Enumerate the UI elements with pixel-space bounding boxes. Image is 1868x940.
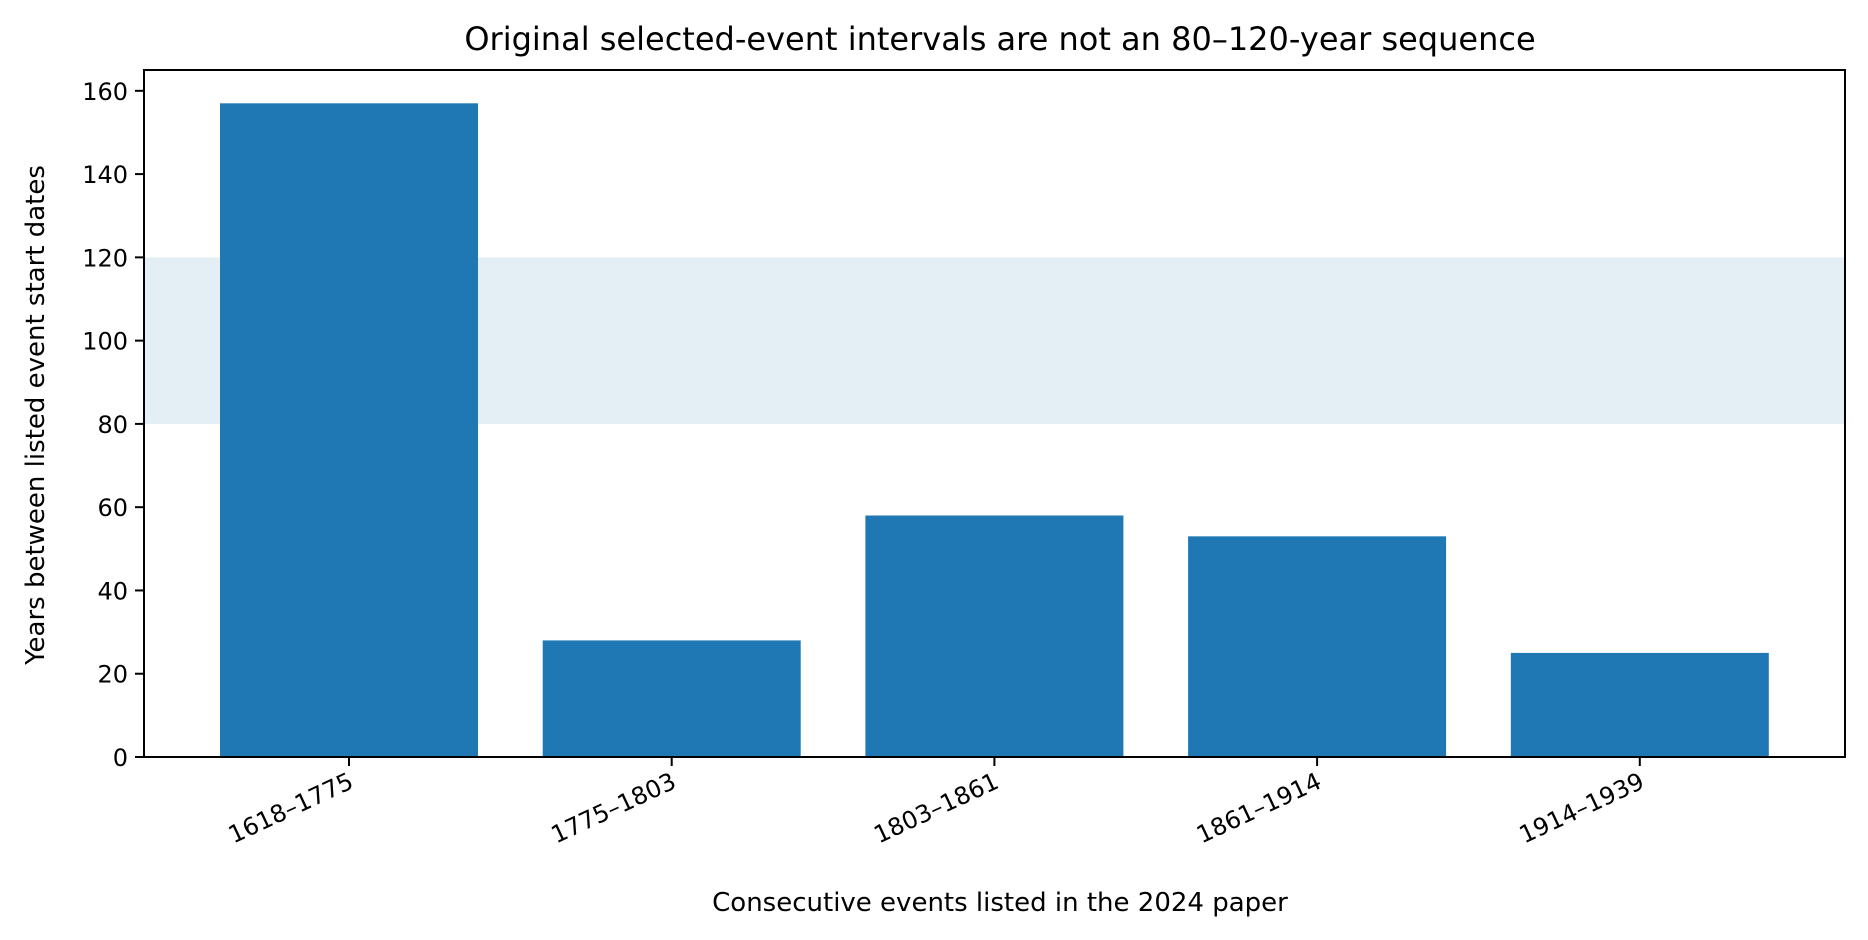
y-tick-label: 60 [97,494,128,522]
bar-1914–1939 [1510,652,1769,757]
x-tick-label: 1914–1939 [1515,767,1648,849]
y-tick-label: 140 [82,161,128,189]
bar-1861–1914 [1188,536,1447,757]
bar-1803–1861 [865,515,1124,757]
y-tick-label: 120 [82,244,128,272]
x-tick-label: 1618–1775 [224,767,357,849]
y-tick-label: 80 [97,411,128,439]
x-tick-label: 1803–1861 [870,767,1003,849]
y-tick-label: 40 [97,577,128,605]
bar-1775–1803 [542,640,801,757]
bar-1618–1775 [220,103,478,758]
y-axis-label: Years between listed event start dates [21,165,51,666]
y-tick-label: 0 [113,744,128,772]
y-tick-label: 20 [97,661,128,689]
plot-area [144,103,1845,758]
chart-title: Original selected-event intervals are no… [464,20,1535,58]
x-tick-label: 1861–1914 [1192,767,1325,849]
y-tick-label: 160 [82,78,128,106]
x-axis-label: Consecutive events listed in the 2024 pa… [712,888,1288,918]
x-tick-label: 1775–1803 [547,767,680,849]
y-tick-label: 100 [82,328,128,356]
